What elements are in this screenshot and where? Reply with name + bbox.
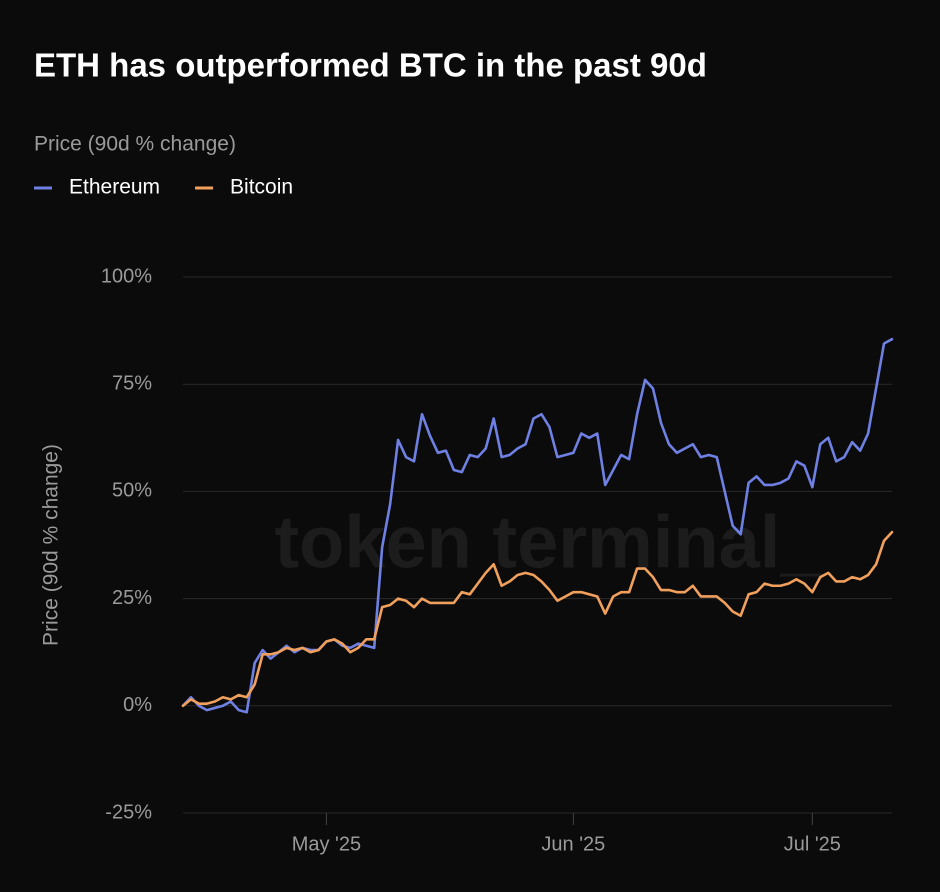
y-tick-label: 25%	[112, 587, 152, 609]
series-line	[181, 530, 894, 708]
y-axis-label: Price (90d % change)	[40, 444, 63, 646]
x-tick-label: Jun '25	[541, 833, 605, 855]
legend-label: Ethereum	[69, 176, 160, 199]
watermark: token terminal_	[275, 501, 823, 584]
x-tick-label: May '25	[292, 833, 361, 855]
y-tick-label: -25%	[105, 801, 152, 823]
y-tick-label: 50%	[112, 480, 152, 502]
x-tick-label: Jul '25	[784, 833, 841, 855]
y-tick-label: 0%	[123, 694, 152, 716]
legend-label: Bitcoin	[230, 176, 293, 199]
y-tick-label: 75%	[112, 372, 152, 394]
chart-subtitle: Price (90d % change)	[34, 133, 236, 156]
chart-title: ETH has outperformed BTC in the past 90d	[34, 47, 707, 84]
y-tick-label: 100%	[101, 265, 152, 287]
